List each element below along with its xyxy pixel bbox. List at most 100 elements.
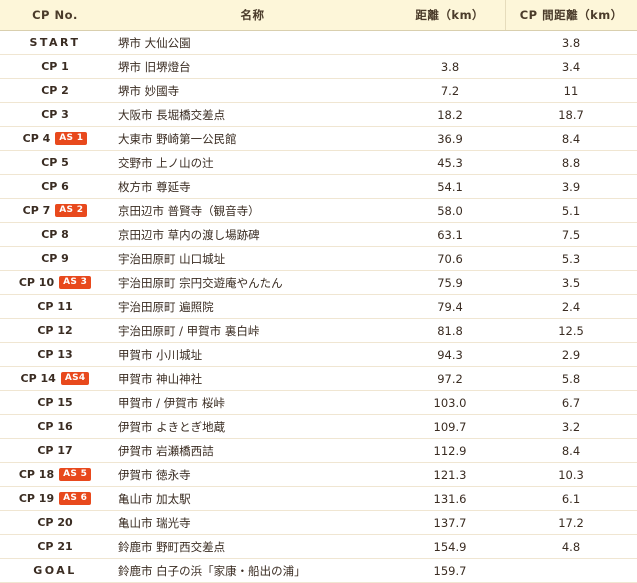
header-cp-no: CP No. [0, 0, 110, 31]
cp-number-label: CP 1 [41, 60, 69, 73]
table-row: CP 20 亀山市 瑞光寺 137.7 [0, 510, 637, 535]
cp-number-label: CP 11 [37, 300, 73, 313]
cp-name-cell: 伊賀市 岩瀬橋西詰 [110, 438, 395, 463]
table-header: CP No. 名称 距離（km） CP 間距離（km） [0, 0, 637, 31]
cp-distance-cell [395, 30, 505, 55]
cp-number-cell: CP 1 [0, 54, 110, 79]
between-spacer-cell [505, 126, 637, 151]
cp-number-cell: CP 20 [0, 510, 110, 535]
cp-name-cell: 宇治田原町 / 甲賀市 裏白峠 [110, 318, 395, 343]
header-name: 名称 [110, 0, 395, 31]
cp-name-cell: 伊賀市 徳永寺 [110, 462, 395, 487]
cp-name-cell: 鈴鹿市 白子の浜「家康・船出の浦」 [110, 558, 395, 583]
cp-name-cell: 大東市 野崎第一公民館 [110, 126, 395, 151]
table-row: CP 9 宇治田原町 山口城址 70.6 [0, 246, 637, 271]
cp-number-cell: CP 10 AS 3 [0, 270, 110, 295]
cp-number-label: CP 13 [37, 348, 73, 361]
cp-name-cell: 京田辺市 普賢寺（観音寺） [110, 198, 395, 223]
cp-number-cell: CP 3 [0, 102, 110, 127]
cp-number-cell: CP 6 [0, 174, 110, 199]
cp-name-cell: 鈴鹿市 野町西交差点 [110, 534, 395, 559]
cp-number-cell: CP 5 [0, 150, 110, 175]
cp-number-cell: CP 12 [0, 318, 110, 343]
cp-number-cell: CP 4 AS 1 [0, 126, 110, 151]
cp-number-cell: CP 14 AS4 [0, 366, 110, 391]
between-spacer-cell [505, 102, 637, 127]
cp-number-label: CP 5 [41, 156, 69, 169]
cp-number-label: CP 21 [37, 540, 73, 553]
cp-number-cell: CP 7 AS 2 [0, 198, 110, 223]
between-spacer-cell [505, 246, 637, 271]
cp-distance-cell: 18.2 [395, 102, 505, 127]
cp-name-cell: 甲賀市 神山神社 [110, 366, 395, 391]
between-spacer-cell [505, 558, 637, 583]
between-spacer-cell [505, 174, 637, 199]
aid-station-badge: AS4 [60, 372, 90, 385]
cp-number-label: CP 15 [37, 396, 73, 409]
cp-number-label: CP 3 [41, 108, 69, 121]
cp-distance-cell: 97.2 [395, 366, 505, 391]
table-row: CP 1 堺市 旧堺燈台 3.8 [0, 54, 637, 79]
cp-distance-cell: 79.4 [395, 294, 505, 319]
cp-distance-cell: 3.8 [395, 54, 505, 79]
between-spacer-cell [505, 30, 637, 55]
cp-number-cell: CP 16 [0, 414, 110, 439]
cp-number-label: CP 9 [41, 252, 69, 265]
between-spacer-cell [505, 390, 637, 415]
table-row: CP 7 AS 2 京田辺市 普賢寺（観音寺） 58.0 [0, 198, 637, 223]
cp-number-label: START [29, 36, 81, 49]
cp-distance-cell: 112.9 [395, 438, 505, 463]
cp-distance-cell: 121.3 [395, 462, 505, 487]
cp-name-cell: 枚方市 尊延寺 [110, 174, 395, 199]
table-row: CP 16 伊賀市 よきとぎ地蔵 109.7 [0, 414, 637, 439]
cp-distance-cell: 63.1 [395, 222, 505, 247]
cp-number-cell: GOAL [0, 558, 110, 583]
cp-distance-cell: 54.1 [395, 174, 505, 199]
cp-number-cell: CP 19 AS 6 [0, 486, 110, 511]
cp-number-label: CP 19 [18, 492, 55, 505]
cp-number-cell: CP 2 [0, 78, 110, 103]
table-row: CP 2 堺市 妙國寺 7.2 [0, 78, 637, 103]
between-spacer-cell [505, 270, 637, 295]
cp-distance-cell: 94.3 [395, 342, 505, 367]
cp-number-cell: CP 21 [0, 534, 110, 559]
cp-distance-cell: 58.0 [395, 198, 505, 223]
cp-number-label: CP 17 [37, 444, 73, 457]
table-row: CP 15 甲賀市 / 伊賀市 桜峠 103.0 [0, 390, 637, 415]
cp-distance-cell: 137.7 [395, 510, 505, 535]
cp-distance-cell: 70.6 [395, 246, 505, 271]
cp-number-label: CP 7 [22, 204, 51, 217]
header-distance: 距離（km） [395, 0, 505, 31]
table-row: CP 8 京田辺市 草内の渡し場跡碑 63.1 [0, 222, 637, 247]
table-row: CP 6 枚方市 尊延寺 54.1 [0, 174, 637, 199]
aid-station-badge: AS 3 [59, 276, 92, 289]
header-between-distance: CP 間距離（km） [504, 0, 637, 31]
aid-station-badge: AS 2 [55, 204, 88, 217]
between-spacer-cell [505, 78, 637, 103]
cp-distance-cell: 75.9 [395, 270, 505, 295]
cp-distance-cell: 45.3 [395, 150, 505, 175]
cp-number-cell: CP 9 [0, 246, 110, 271]
cp-name-cell: 亀山市 瑞光寺 [110, 510, 395, 535]
between-spacer-cell [505, 486, 637, 511]
cp-number-label: CP 14 [20, 372, 56, 385]
table-row: CP 19 AS 6 亀山市 加太駅 131.6 [0, 486, 637, 511]
cp-number-cell: CP 15 [0, 390, 110, 415]
between-spacer-cell [505, 342, 637, 367]
cp-number-cell: CP 18 AS 5 [0, 462, 110, 487]
aid-station-badge: AS 5 [59, 468, 92, 481]
cp-name-cell: 宇治田原町 遍照院 [110, 294, 395, 319]
cp-name-cell: 交野市 上ノ山の辻 [110, 150, 395, 175]
table-row: CP 13 甲賀市 小川城址 94.3 [0, 342, 637, 367]
aid-station-badge: AS 1 [55, 132, 88, 145]
cp-number-cell: CP 13 [0, 342, 110, 367]
cp-name-cell: 宇治田原町 宗円交遊庵やんたん [110, 270, 395, 295]
cp-name-cell: 甲賀市 小川城址 [110, 342, 395, 367]
cp-number-label: CP 16 [37, 420, 73, 433]
cp-distance-cell: 109.7 [395, 414, 505, 439]
cp-name-cell: 伊賀市 よきとぎ地蔵 [110, 414, 395, 439]
cp-name-cell: 甲賀市 / 伊賀市 桜峠 [110, 390, 395, 415]
between-spacer-cell [505, 366, 637, 391]
